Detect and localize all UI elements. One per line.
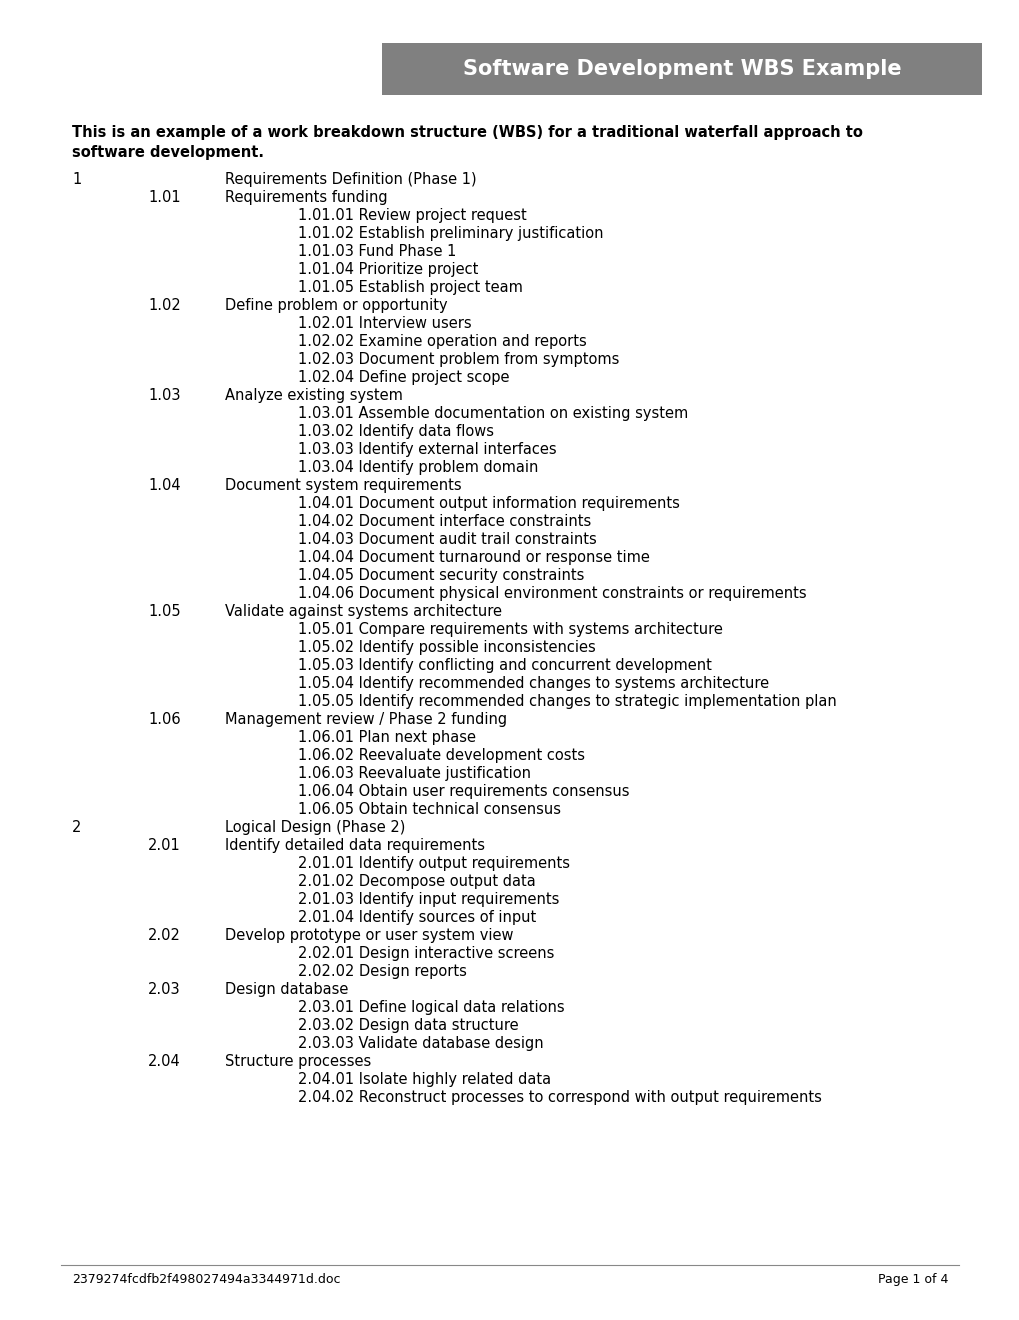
Text: 1: 1 — [72, 172, 82, 187]
Text: 1.03.03 Identify external interfaces: 1.03.03 Identify external interfaces — [298, 442, 556, 457]
Text: 1.04.02 Document interface constraints: 1.04.02 Document interface constraints — [298, 513, 591, 529]
Text: 1.02.04 Define project scope: 1.02.04 Define project scope — [298, 370, 510, 385]
Text: 1.03.01 Assemble documentation on existing system: 1.03.01 Assemble documentation on existi… — [298, 407, 688, 421]
Text: Develop prototype or user system view: Develop prototype or user system view — [225, 928, 513, 942]
Bar — [382, 44, 981, 95]
Text: 1.06: 1.06 — [148, 711, 180, 727]
Text: Validate against systems architecture: Validate against systems architecture — [225, 605, 501, 619]
Text: 1.03.04 Identify problem domain: 1.03.04 Identify problem domain — [298, 459, 538, 475]
Text: Structure processes: Structure processes — [225, 1053, 371, 1069]
Text: 1.06.05 Obtain technical consensus: 1.06.05 Obtain technical consensus — [298, 803, 560, 817]
Text: 2.02: 2.02 — [148, 928, 180, 942]
Text: Design database: Design database — [225, 982, 348, 997]
Text: 1.05.04 Identify recommended changes to systems architecture: 1.05.04 Identify recommended changes to … — [298, 676, 768, 690]
Text: 1.02.03 Document problem from symptoms: 1.02.03 Document problem from symptoms — [298, 352, 619, 367]
Text: 2.04: 2.04 — [148, 1053, 180, 1069]
Text: Software Development WBS Example: Software Development WBS Example — [463, 59, 901, 79]
Text: 1.05.02 Identify possible inconsistencies: 1.05.02 Identify possible inconsistencie… — [298, 640, 595, 655]
Text: 2.04.01 Isolate highly related data: 2.04.01 Isolate highly related data — [298, 1072, 550, 1086]
Text: 2.01: 2.01 — [148, 838, 180, 853]
Text: Page 1 of 4: Page 1 of 4 — [876, 1272, 947, 1286]
Text: 1.04.06 Document physical environment constraints or requirements: 1.04.06 Document physical environment co… — [298, 586, 806, 601]
Text: 1.01.05 Establish project team: 1.01.05 Establish project team — [298, 280, 523, 294]
Text: 1.02.02 Examine operation and reports: 1.02.02 Examine operation and reports — [298, 334, 586, 348]
Text: 1.03: 1.03 — [148, 388, 180, 403]
Text: Document system requirements: Document system requirements — [225, 478, 462, 492]
Text: 1.02.01 Interview users: 1.02.01 Interview users — [298, 315, 471, 331]
Text: 1.04.01 Document output information requirements: 1.04.01 Document output information requ… — [298, 496, 680, 511]
Text: 1.01: 1.01 — [148, 190, 180, 205]
Text: 1.06.02 Reevaluate development costs: 1.06.02 Reevaluate development costs — [298, 748, 585, 763]
Text: software development.: software development. — [72, 145, 264, 160]
Text: 1.01.02 Establish preliminary justification: 1.01.02 Establish preliminary justificat… — [298, 226, 603, 242]
Text: Identify detailed data requirements: Identify detailed data requirements — [225, 838, 484, 853]
Text: 1.06.03 Reevaluate justification: 1.06.03 Reevaluate justification — [298, 766, 531, 781]
Text: 2.04.02 Reconstruct processes to correspond with output requirements: 2.04.02 Reconstruct processes to corresp… — [298, 1090, 821, 1105]
Text: 2.03.02 Design data structure: 2.03.02 Design data structure — [298, 1018, 518, 1034]
Text: 2.01.01 Identify output requirements: 2.01.01 Identify output requirements — [298, 855, 570, 871]
Text: 2.03: 2.03 — [148, 982, 180, 997]
Text: Requirements Definition (Phase 1): Requirements Definition (Phase 1) — [225, 172, 476, 187]
Text: 1.05.05 Identify recommended changes to strategic implementation plan: 1.05.05 Identify recommended changes to … — [298, 694, 836, 709]
Text: Logical Design (Phase 2): Logical Design (Phase 2) — [225, 820, 405, 836]
Text: 2: 2 — [72, 820, 82, 836]
Text: This is an example of a work breakdown structure (WBS) for a traditional waterfa: This is an example of a work breakdown s… — [72, 125, 862, 140]
Text: 1.01.01 Review project request: 1.01.01 Review project request — [298, 209, 526, 223]
Text: 2.01.04 Identify sources of input: 2.01.04 Identify sources of input — [298, 909, 536, 925]
Text: 2.02.01 Design interactive screens: 2.02.01 Design interactive screens — [298, 946, 554, 961]
Text: Define problem or opportunity: Define problem or opportunity — [225, 298, 447, 313]
Text: 1.04: 1.04 — [148, 478, 180, 492]
Text: 1.02: 1.02 — [148, 298, 180, 313]
Text: 2.03.03 Validate database design: 2.03.03 Validate database design — [298, 1036, 543, 1051]
Text: 1.01.03 Fund Phase 1: 1.01.03 Fund Phase 1 — [298, 244, 455, 259]
Text: 1.05.01 Compare requirements with systems architecture: 1.05.01 Compare requirements with system… — [298, 622, 722, 638]
Text: 2.01.03 Identify input requirements: 2.01.03 Identify input requirements — [298, 892, 558, 907]
Text: 2379274fcdfb2f498027494a3344971d.doc: 2379274fcdfb2f498027494a3344971d.doc — [72, 1272, 340, 1286]
Text: 1.05.03 Identify conflicting and concurrent development: 1.05.03 Identify conflicting and concurr… — [298, 657, 711, 673]
Text: 2.03.01 Define logical data relations: 2.03.01 Define logical data relations — [298, 1001, 565, 1015]
Text: 2.01.02 Decompose output data: 2.01.02 Decompose output data — [298, 874, 535, 888]
Text: Management review / Phase 2 funding: Management review / Phase 2 funding — [225, 711, 506, 727]
Text: 2.02.02 Design reports: 2.02.02 Design reports — [298, 964, 467, 979]
Text: 1.04.05 Document security constraints: 1.04.05 Document security constraints — [298, 568, 584, 583]
Text: 1.06.01 Plan next phase: 1.06.01 Plan next phase — [298, 730, 476, 744]
Text: 1.05: 1.05 — [148, 605, 180, 619]
Text: 1.04.03 Document audit trail constraints: 1.04.03 Document audit trail constraints — [298, 532, 596, 546]
Text: Analyze existing system: Analyze existing system — [225, 388, 403, 403]
Text: Requirements funding: Requirements funding — [225, 190, 387, 205]
Text: 1.06.04 Obtain user requirements consensus: 1.06.04 Obtain user requirements consens… — [298, 784, 629, 799]
Text: 1.03.02 Identify data flows: 1.03.02 Identify data flows — [298, 424, 493, 440]
Text: 1.01.04 Prioritize project: 1.01.04 Prioritize project — [298, 261, 478, 277]
Text: 1.04.04 Document turnaround or response time: 1.04.04 Document turnaround or response … — [298, 550, 649, 565]
